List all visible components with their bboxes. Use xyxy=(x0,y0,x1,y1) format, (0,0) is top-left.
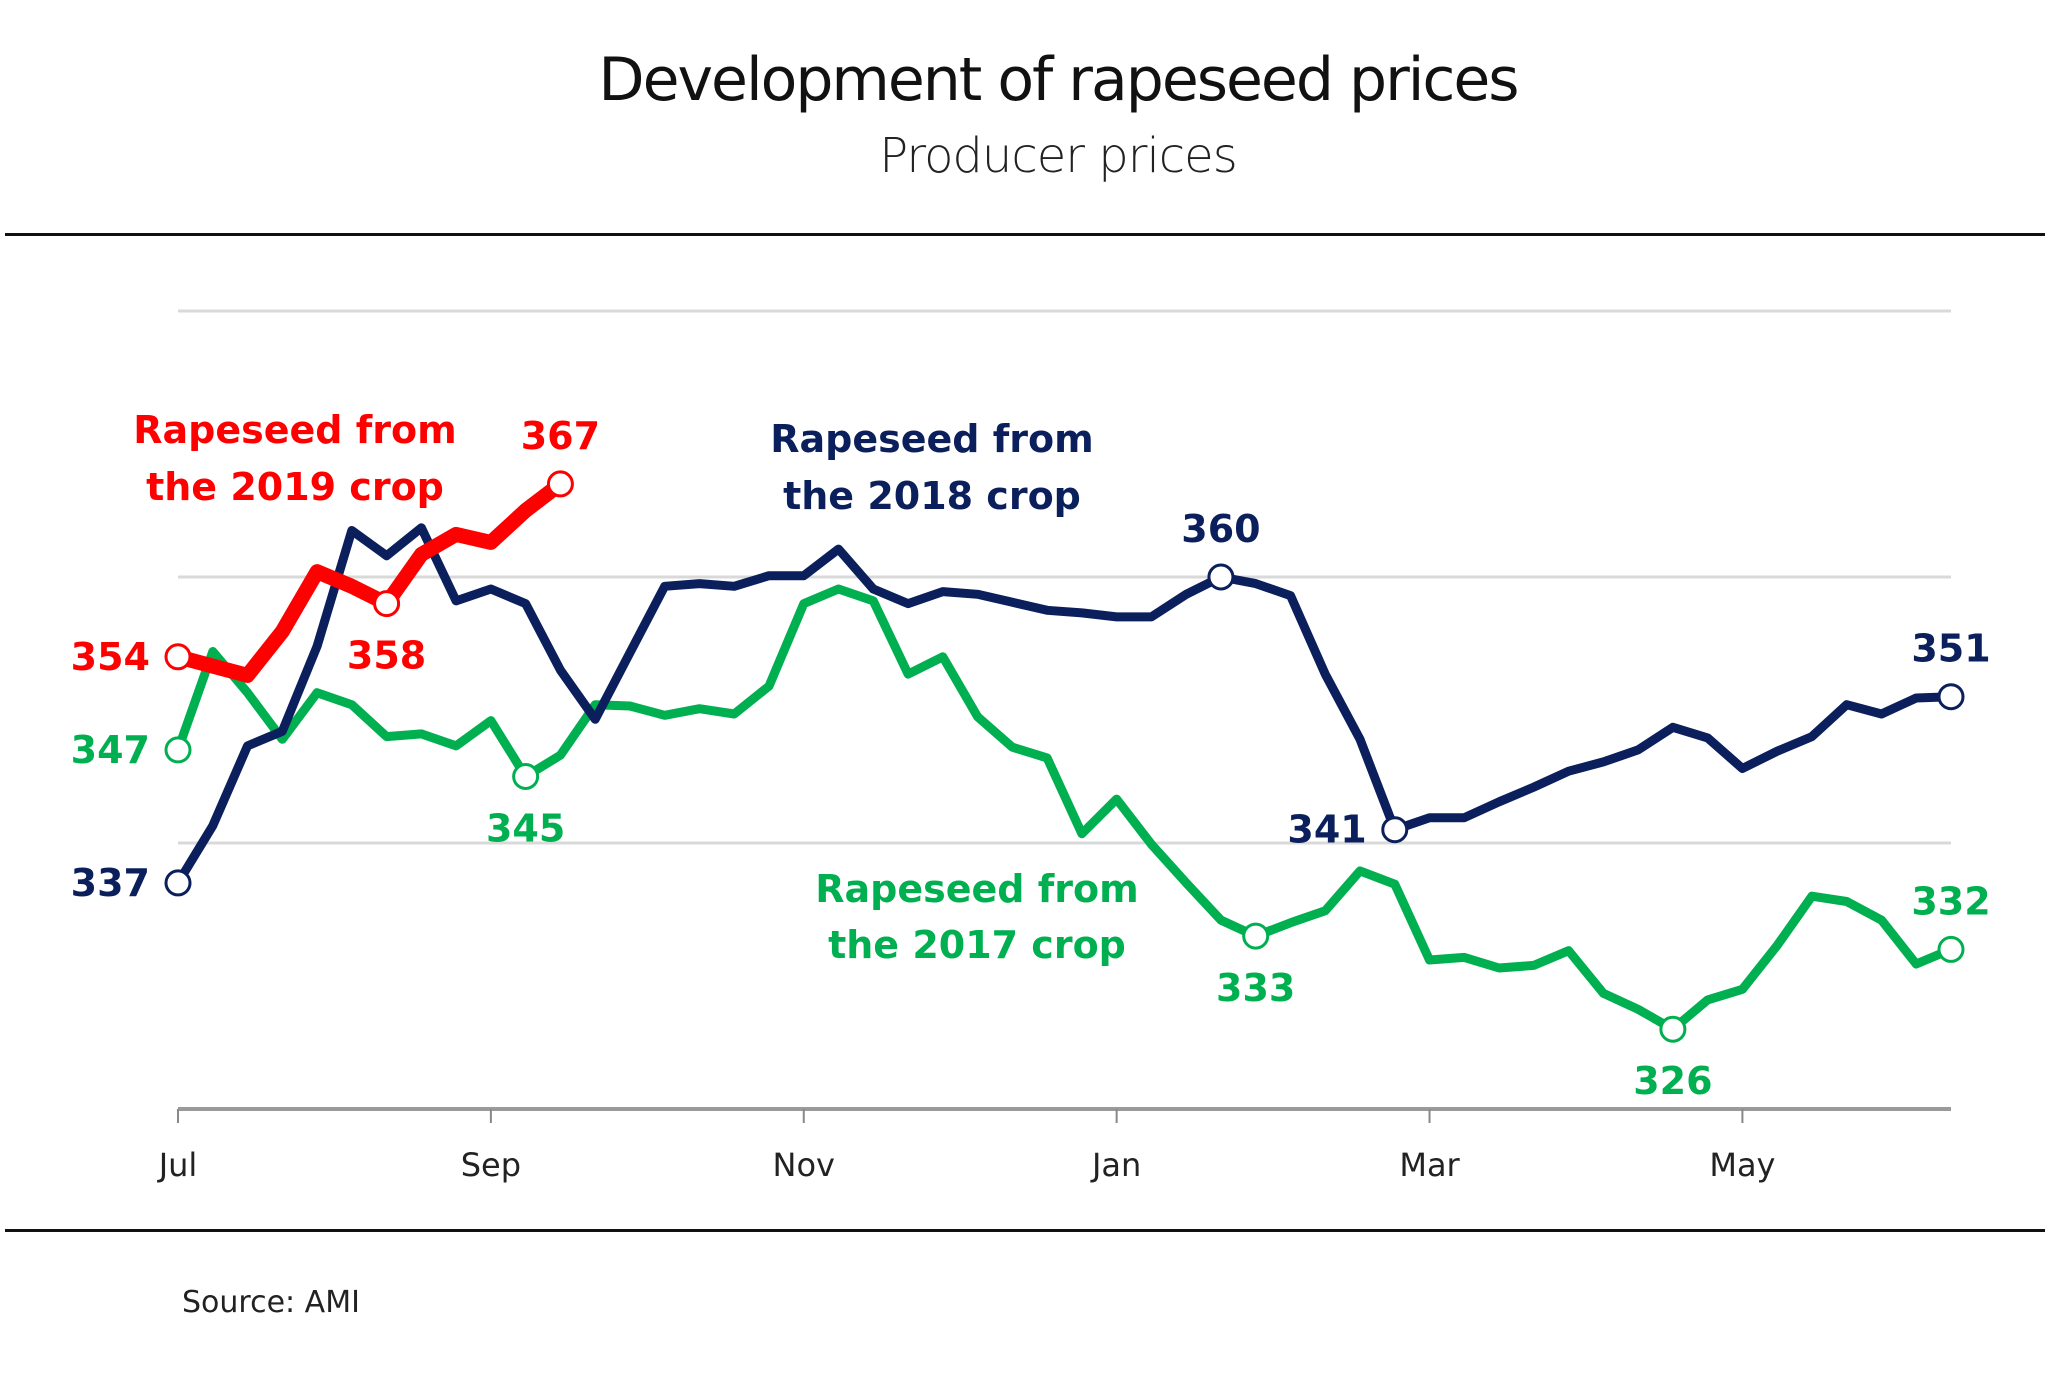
data-label-2018-337: 337 xyxy=(71,861,150,905)
x-tick-label-sep: Sep xyxy=(461,1146,521,1184)
marker-2019-367 xyxy=(546,470,574,498)
marker-2017-333 xyxy=(1242,922,1270,950)
series-line-2017 xyxy=(173,584,1956,1034)
data-label-2017-332: 332 xyxy=(1911,879,1990,923)
x-tick-label-may: May xyxy=(1709,1146,1775,1184)
data-label-2018-360: 360 xyxy=(1181,507,1260,551)
series-line-2019 xyxy=(170,476,568,683)
marker-2018-341 xyxy=(1381,816,1409,844)
series-label-2018-line1: Rapeseed from xyxy=(770,417,1093,461)
x-tick-label-mar: Mar xyxy=(1399,1146,1460,1184)
data-label-2017-345: 345 xyxy=(486,807,565,851)
data-label-2017-347: 347 xyxy=(71,728,150,772)
series-label-2019-line2: the 2019 crop xyxy=(146,465,444,509)
marker-2017-332 xyxy=(1937,935,1965,963)
data-label-2017-333: 333 xyxy=(1216,966,1295,1010)
marker-2019-354 xyxy=(164,643,192,671)
x-tick-label-jan: Jan xyxy=(1090,1146,1141,1184)
marker-2019-358 xyxy=(373,590,401,618)
marker-2017-326 xyxy=(1659,1015,1687,1043)
marker-2017-345 xyxy=(512,763,540,790)
data-label-2017-326: 326 xyxy=(1633,1059,1712,1103)
data-label-2018-351: 351 xyxy=(1911,627,1990,671)
data-label-2018-341: 341 xyxy=(1287,808,1366,852)
data-label-2019-354: 354 xyxy=(71,635,150,679)
series-label-2019-line1: Rapeseed from xyxy=(133,408,456,452)
marker-2018-351 xyxy=(1937,683,1965,711)
chart-title: Development of rapeseed prices xyxy=(598,45,1519,115)
chart-subtitle: Producer prices xyxy=(879,128,1237,184)
marker-2018-360 xyxy=(1207,563,1235,591)
series-label-2018-line2: the 2018 crop xyxy=(783,474,1081,518)
data-label-2019-367: 367 xyxy=(521,414,600,458)
series-label-2017-line2: the 2017 crop xyxy=(828,923,1126,967)
source-note: Source: AMI xyxy=(182,1285,360,1320)
marker-2017-347 xyxy=(164,736,192,764)
series-line-2018 xyxy=(173,523,1956,888)
series-label-2017-line1: Rapeseed from xyxy=(815,867,1138,911)
x-tick-label-jul: Jul xyxy=(157,1146,198,1184)
marker-2018-337 xyxy=(164,869,192,897)
top-divider xyxy=(5,233,2045,236)
x-tick-label-nov: Nov xyxy=(773,1146,835,1184)
bottom-divider xyxy=(5,1229,2045,1232)
data-label-2019-358: 358 xyxy=(347,634,426,678)
